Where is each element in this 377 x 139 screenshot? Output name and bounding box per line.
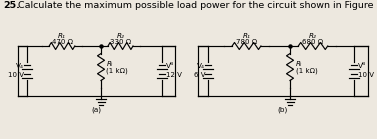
- Text: 25.: 25.: [3, 1, 20, 10]
- Text: 330 Ω: 330 Ω: [110, 39, 131, 44]
- Text: (a): (a): [92, 107, 101, 113]
- Text: (1 kΩ): (1 kΩ): [296, 68, 317, 74]
- Text: R₁: R₁: [58, 33, 66, 39]
- Text: Rₗ: Rₗ: [296, 61, 302, 67]
- Text: 10 V: 10 V: [8, 72, 24, 78]
- Text: R₂: R₂: [116, 33, 124, 39]
- Text: Calculate the maximum possible load power for the circuit shown in Figure 7.52a.: Calculate the maximum possible load powe…: [15, 1, 377, 10]
- Text: 780 Ω: 780 Ω: [236, 39, 257, 44]
- Text: Vᴮ: Vᴮ: [166, 63, 174, 69]
- Text: V₄: V₄: [16, 63, 24, 69]
- Text: R₁: R₁: [242, 33, 250, 39]
- Text: 680 Ω: 680 Ω: [302, 39, 323, 44]
- Text: R₂: R₂: [309, 33, 317, 39]
- Text: 6 V: 6 V: [193, 72, 205, 78]
- Text: 10 V: 10 V: [358, 72, 374, 78]
- Text: 470 Ω: 470 Ω: [52, 39, 72, 44]
- Text: V₄: V₄: [197, 63, 205, 69]
- Text: (1 kΩ): (1 kΩ): [106, 68, 128, 74]
- Text: Rₗ: Rₗ: [106, 61, 113, 67]
- Text: Vᴮ: Vᴮ: [358, 63, 366, 69]
- Text: 12 V: 12 V: [166, 72, 182, 78]
- Text: (b): (b): [278, 107, 288, 113]
